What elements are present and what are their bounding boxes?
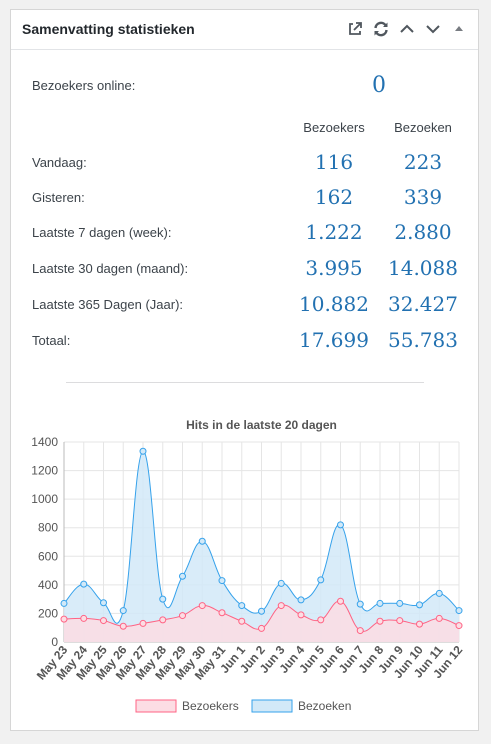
caret-up-icon[interactable] (448, 18, 470, 40)
row-label: Totaal: (32, 333, 71, 348)
online-label: Bezoekers online: (32, 78, 136, 93)
data-point (258, 607, 265, 615)
data-point (100, 617, 107, 625)
legend-swatch (135, 699, 177, 713)
data-point (297, 611, 305, 619)
data-point (376, 599, 384, 607)
data-point (139, 447, 147, 455)
row-visits[interactable]: 14.088 (388, 256, 458, 280)
row-visitors[interactable]: 17.699 (299, 328, 369, 352)
data-point (435, 589, 443, 597)
data-point (416, 601, 423, 609)
stats-row: Laatste 30 dagen (maand): 3.995 14.088 (32, 256, 462, 280)
data-point (396, 617, 404, 625)
data-point (159, 616, 167, 624)
stats-row: Laatste 365 Dagen (Jaar): 10.882 32.427 (32, 292, 462, 316)
external-link-icon[interactable] (344, 18, 366, 40)
y-tick-label: 400 (38, 578, 58, 592)
legend-label: Bezoeken (298, 699, 351, 713)
data-point (258, 624, 265, 632)
chevron-down-icon[interactable] (422, 18, 444, 40)
stats-row: Totaal: 17.699 55.783 (32, 328, 462, 352)
stats-row: Gisteren: 162 339 (32, 185, 462, 209)
row-label: Laatste 365 Dagen (Jaar): (32, 297, 184, 312)
data-point (80, 614, 88, 622)
widget-header: Samenvatting statistieken (11, 10, 478, 50)
chevron-up-icon[interactable] (396, 18, 418, 40)
data-point (218, 577, 226, 585)
series-line (63, 450, 460, 624)
stats-row: Vandaag: 116 223 (32, 150, 462, 174)
data-point (60, 615, 68, 623)
row-visitors[interactable]: 162 (314, 185, 354, 209)
data-point (238, 617, 246, 625)
row-label: Laatste 30 dagen (maand): (32, 261, 189, 276)
data-point (356, 627, 364, 635)
y-tick-label: 800 (38, 521, 58, 535)
data-point (396, 599, 404, 607)
row-visits[interactable]: 223 (403, 150, 443, 174)
row-label: Gisteren: (32, 190, 85, 205)
y-tick-label: 1200 (31, 464, 58, 478)
widget-title: Samenvatting statistieken (22, 21, 195, 37)
data-point (416, 620, 423, 628)
data-point (100, 599, 107, 607)
y-tick-label: 600 (38, 549, 58, 563)
row-visitors[interactable]: 3.995 (305, 256, 363, 280)
stats-row: Laatste 7 dagen (week): 1.222 2.880 (32, 220, 462, 244)
data-point (435, 614, 443, 622)
data-point (317, 616, 325, 624)
data-point (80, 580, 88, 588)
data-point (277, 602, 285, 610)
data-point (218, 609, 226, 617)
col-visitors-header: Bezoekers (303, 120, 365, 135)
hits-chart: Hits in de laatste 20 dagen 0 200 400 600 800… (31, 418, 465, 713)
data-point (119, 607, 127, 615)
chart-title: Hits in de laatste 20 dagen (186, 418, 337, 432)
row-visitors[interactable]: 10.882 (299, 292, 369, 316)
row-visits[interactable]: 339 (403, 185, 443, 209)
y-tick-label: 1400 (31, 435, 58, 449)
col-visits-header: Bezoeken (394, 120, 452, 135)
row-visits[interactable]: 32.427 (388, 292, 458, 316)
data-point (159, 595, 167, 603)
data-point (179, 612, 186, 620)
online-value: 0 (372, 73, 386, 98)
data-point (198, 602, 206, 610)
data-point (277, 579, 285, 587)
data-point (238, 602, 246, 610)
y-tick-label: 0 (51, 635, 58, 649)
data-point (297, 596, 305, 604)
refresh-icon[interactable] (370, 18, 392, 40)
statistics-summary-widget: Samenvatting statistieken Bezoekers onli… (10, 9, 479, 731)
data-point (139, 619, 147, 627)
data-point (60, 599, 68, 607)
y-tick-label: 200 (38, 606, 58, 620)
data-point (376, 617, 384, 625)
y-tick-label: 1000 (31, 492, 58, 506)
row-label: Vandaag: (32, 155, 87, 170)
divider (66, 382, 424, 383)
data-point (119, 622, 127, 630)
data-point (356, 600, 364, 608)
data-point (317, 576, 325, 584)
data-point (455, 622, 463, 630)
legend-swatch (251, 699, 293, 713)
data-point (337, 521, 344, 529)
data-point (337, 597, 344, 605)
legend-label: Bezoekers (182, 699, 239, 713)
row-visits[interactable]: 55.783 (388, 328, 458, 352)
data-point (198, 537, 206, 545)
row-visitors[interactable]: 116 (314, 150, 354, 174)
column-headers: Bezoekers Bezoeken (32, 120, 462, 144)
online-row: Bezoekers online: 0 (32, 73, 462, 98)
data-point (179, 572, 186, 580)
row-visitors[interactable]: 1.222 (305, 220, 363, 244)
row-visits[interactable]: 2.880 (394, 220, 452, 244)
data-point (455, 607, 463, 615)
row-label: Laatste 7 dagen (week): (32, 225, 172, 240)
